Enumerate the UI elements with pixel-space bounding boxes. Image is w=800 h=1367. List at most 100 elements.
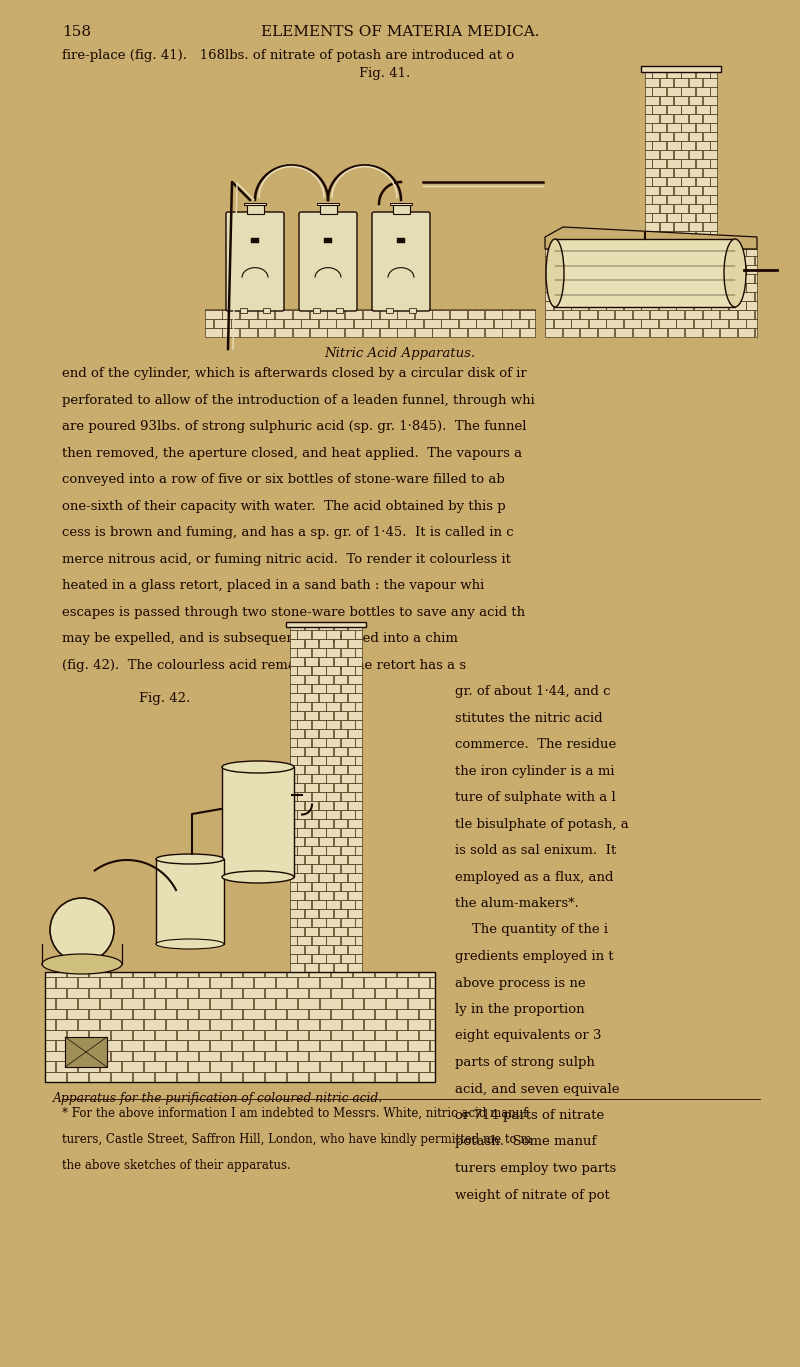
Bar <box>275 328 292 338</box>
Text: The quantity of the i: The quantity of the i <box>455 924 608 936</box>
Bar <box>205 328 222 338</box>
Bar <box>674 168 688 176</box>
Bar <box>312 793 326 801</box>
Bar <box>355 703 362 711</box>
Bar <box>341 828 354 837</box>
Bar <box>624 265 641 273</box>
Bar <box>408 977 430 987</box>
Bar <box>133 988 154 998</box>
Bar <box>348 964 362 972</box>
Bar <box>312 811 326 819</box>
Bar <box>266 320 283 328</box>
Bar <box>354 320 370 328</box>
Bar <box>415 310 432 319</box>
Bar <box>362 310 379 319</box>
Bar <box>408 1020 430 1029</box>
Bar <box>298 936 311 945</box>
Bar <box>652 72 666 78</box>
Bar <box>312 756 326 766</box>
Bar <box>319 675 333 684</box>
Bar <box>45 1029 66 1040</box>
Bar <box>674 223 688 231</box>
Bar <box>589 301 606 310</box>
Bar <box>240 328 257 338</box>
Bar <box>56 1020 78 1029</box>
Bar <box>645 72 652 78</box>
Bar <box>45 972 66 977</box>
Bar <box>78 977 99 987</box>
Bar <box>305 909 318 919</box>
Bar <box>324 238 332 242</box>
Bar <box>685 293 702 301</box>
Bar <box>298 666 311 675</box>
Text: the iron cylinder is a mi: the iron cylinder is a mi <box>455 764 614 778</box>
Bar <box>408 1040 430 1050</box>
Bar <box>334 658 347 666</box>
Ellipse shape <box>222 761 294 772</box>
FancyBboxPatch shape <box>226 212 284 312</box>
Bar <box>682 231 695 241</box>
Bar <box>342 977 363 987</box>
Bar <box>319 856 333 864</box>
Bar <box>222 328 239 338</box>
Bar <box>89 988 110 998</box>
Bar <box>606 265 623 273</box>
Bar <box>221 972 242 977</box>
Bar <box>298 901 311 909</box>
Bar <box>319 927 333 936</box>
Bar <box>305 766 318 774</box>
Bar <box>290 630 297 638</box>
Bar <box>133 1029 154 1040</box>
Bar <box>703 168 717 176</box>
Bar <box>375 1029 397 1040</box>
Bar <box>652 123 666 133</box>
Bar <box>666 160 681 168</box>
Text: Fig. 41.: Fig. 41. <box>359 67 410 81</box>
Polygon shape <box>545 227 757 249</box>
Bar <box>298 828 311 837</box>
Bar <box>571 283 588 293</box>
Bar <box>290 738 297 746</box>
Bar <box>386 308 393 313</box>
Bar <box>326 954 340 962</box>
Bar <box>290 648 297 658</box>
Bar <box>746 249 757 256</box>
Bar <box>56 977 78 987</box>
Bar <box>652 231 666 241</box>
Bar <box>89 1072 110 1083</box>
Bar <box>676 320 693 328</box>
Bar <box>364 977 386 987</box>
Bar <box>419 1029 435 1040</box>
Bar <box>243 1051 265 1061</box>
Bar <box>298 738 311 746</box>
Bar <box>375 988 397 998</box>
Text: potash.  Some manuf: potash. Some manuf <box>455 1136 596 1148</box>
Bar <box>658 301 676 310</box>
Bar <box>689 97 702 105</box>
Bar <box>334 730 347 738</box>
Bar <box>334 783 347 791</box>
Bar <box>738 293 754 301</box>
Bar <box>598 310 614 319</box>
Bar <box>122 1020 143 1029</box>
Bar <box>645 160 652 168</box>
Bar <box>45 998 55 1009</box>
Text: perforated to allow of the introduction of a leaden funnel, through whi: perforated to allow of the introduction … <box>62 394 534 406</box>
Text: gredients employed in t: gredients employed in t <box>455 950 614 962</box>
Bar <box>290 766 304 774</box>
Bar <box>309 1029 330 1040</box>
Bar <box>666 195 681 204</box>
Bar <box>166 998 187 1009</box>
Bar <box>674 78 688 87</box>
Bar <box>334 891 347 899</box>
Bar <box>312 720 326 729</box>
Bar <box>298 756 311 766</box>
Bar <box>348 891 362 899</box>
Bar <box>287 1051 309 1061</box>
Bar <box>319 874 333 882</box>
Bar <box>442 320 458 328</box>
Bar <box>305 640 318 648</box>
Bar <box>408 1061 430 1072</box>
Bar <box>710 231 717 241</box>
Bar <box>419 972 435 977</box>
